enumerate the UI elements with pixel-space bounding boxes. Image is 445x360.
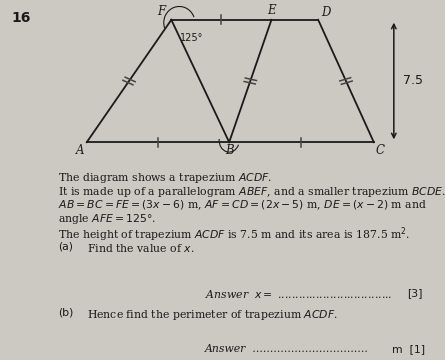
Text: Answer  $x =$ .................................: Answer $x =$ ...........................… <box>205 288 392 300</box>
Text: It is made up of a parallelogram $ABEF$, and a smaller trapezium $BCDE$.: It is made up of a parallelogram $ABEF$,… <box>58 185 445 199</box>
Text: m  [1]: m [1] <box>392 344 425 354</box>
Text: Hence find the perimeter of trapezium $ACDF$.: Hence find the perimeter of trapezium $A… <box>87 308 338 322</box>
Text: B: B <box>225 144 234 157</box>
Text: C: C <box>376 144 385 157</box>
Text: D: D <box>321 6 331 19</box>
Text: (a): (a) <box>58 242 73 252</box>
Text: 7.5: 7.5 <box>403 75 423 87</box>
Text: E: E <box>267 4 276 17</box>
Text: Find the value of $x$.: Find the value of $x$. <box>87 242 194 254</box>
Text: A: A <box>76 144 85 157</box>
Text: The diagram shows a trapezium $ACDF$.: The diagram shows a trapezium $ACDF$. <box>58 171 272 185</box>
Text: 16: 16 <box>11 11 31 25</box>
Text: (b): (b) <box>58 308 73 318</box>
Text: Answer  .................................: Answer ................................. <box>205 344 368 354</box>
Text: $AB = BC = FE = (3x - 6)$ m, $AF = CD = (2x - 5)$ m, $DE = (x - 2)$ m and: $AB = BC = FE = (3x - 6)$ m, $AF = CD = … <box>58 198 427 212</box>
Text: [3]: [3] <box>407 288 423 298</box>
Text: F: F <box>158 5 166 18</box>
Text: angle $AFE = 125°$.: angle $AFE = 125°$. <box>58 212 156 226</box>
Text: 125°: 125° <box>180 33 204 43</box>
Text: The height of trapezium $ACDF$ is 7.5 m and its area is 187.5 m$^2$.: The height of trapezium $ACDF$ is 7.5 m … <box>58 226 410 244</box>
